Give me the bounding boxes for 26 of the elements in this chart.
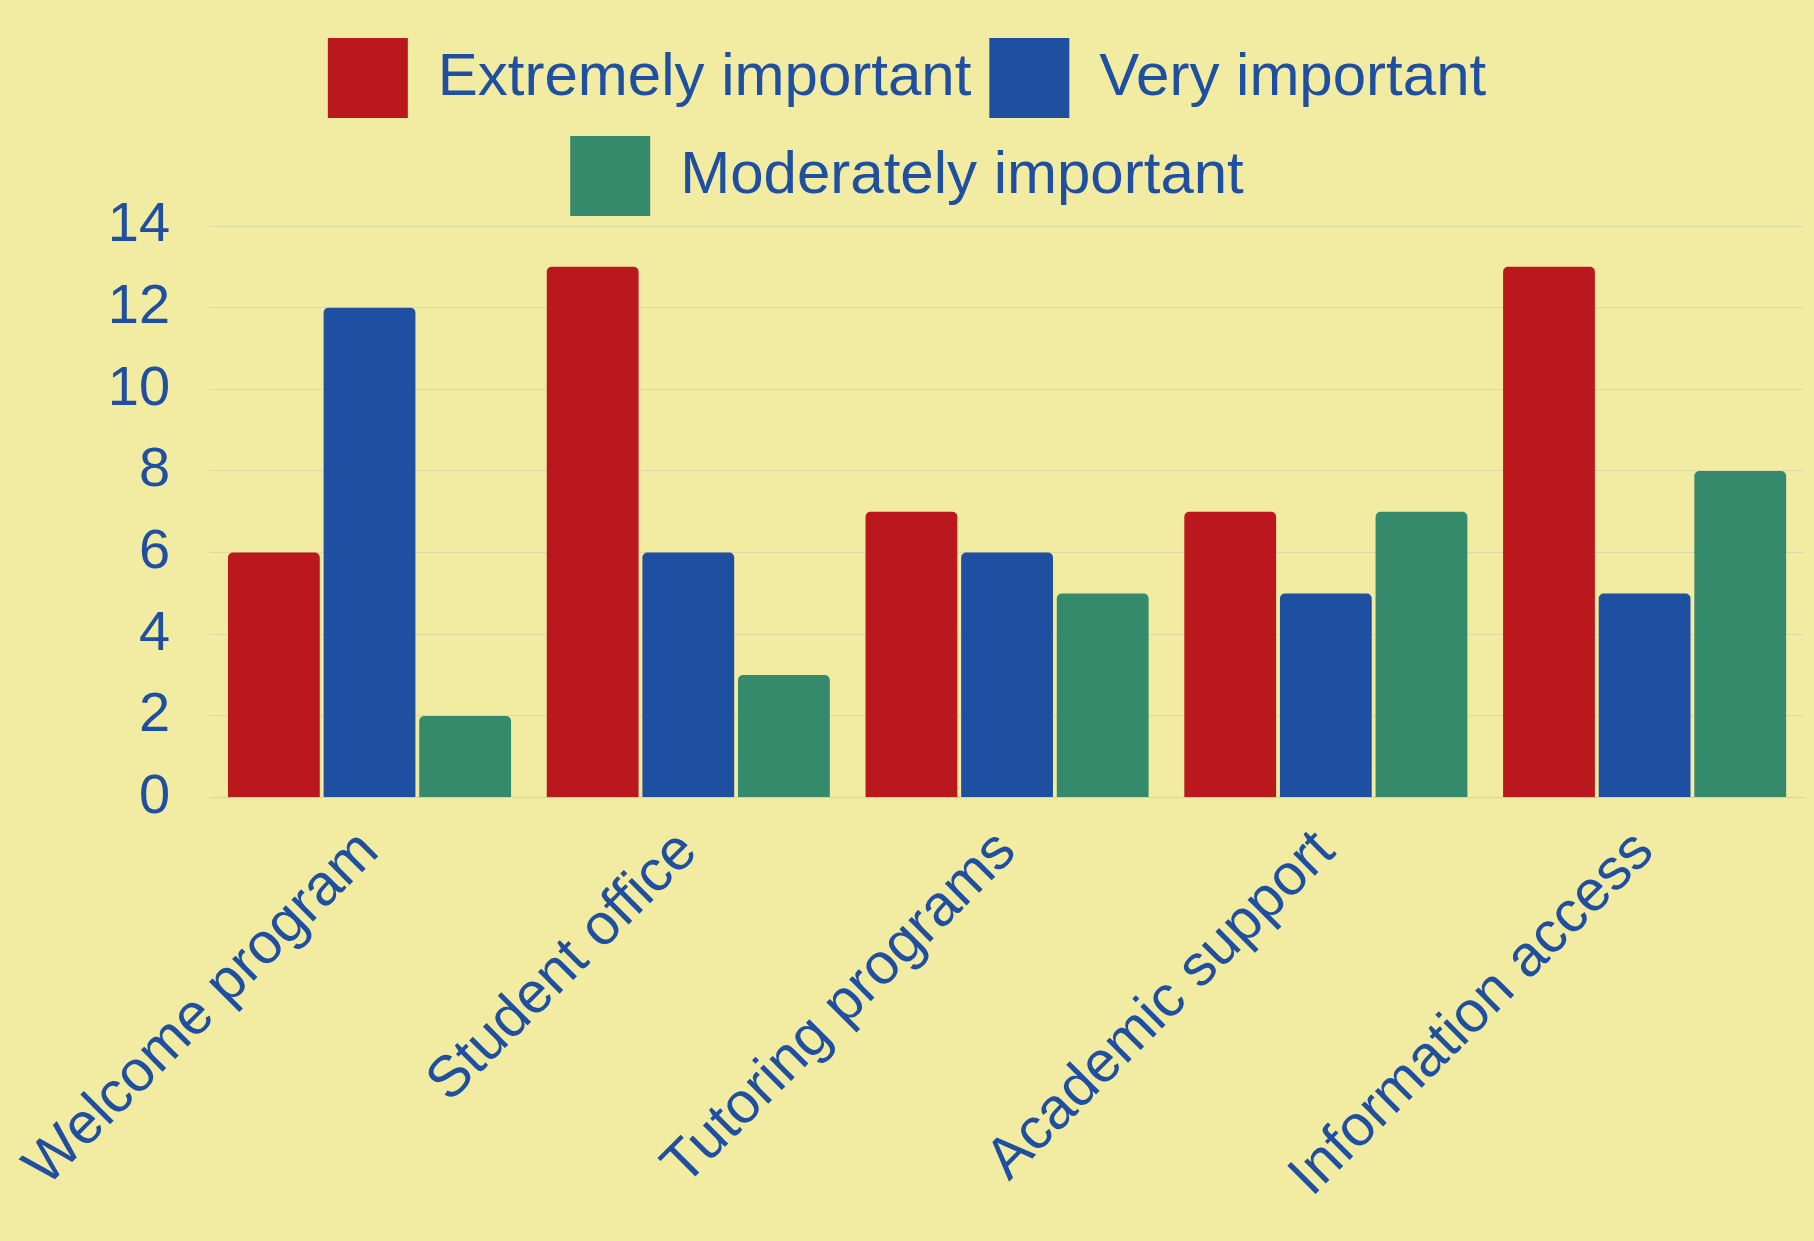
y-tick-label: 2 (138, 680, 171, 744)
bar (1694, 470, 1787, 798)
bar (738, 675, 830, 798)
y-tick-label: 4 (138, 598, 171, 662)
bar (419, 715, 512, 798)
bar (546, 266, 639, 798)
y-tick-label: 14 (107, 190, 171, 254)
bar (1184, 511, 1277, 798)
legend-label: Moderately important (680, 138, 1245, 206)
y-tick-label: 0 (138, 762, 171, 826)
bar (642, 552, 735, 798)
bar (961, 552, 1053, 798)
y-tick-label: 12 (107, 272, 171, 336)
bar (1056, 593, 1149, 798)
bar (865, 511, 958, 798)
bar (1375, 511, 1468, 798)
bar (227, 552, 320, 798)
bar (1279, 593, 1372, 798)
bar (323, 307, 416, 798)
bar (1598, 593, 1691, 798)
bar (1503, 266, 1595, 798)
legend-label: Very important (1099, 40, 1487, 108)
y-tick-label: 6 (138, 517, 171, 581)
y-tick-label: 8 (138, 435, 171, 499)
legend-label: Extremely important (437, 40, 972, 108)
y-tick-label: 10 (107, 353, 171, 417)
